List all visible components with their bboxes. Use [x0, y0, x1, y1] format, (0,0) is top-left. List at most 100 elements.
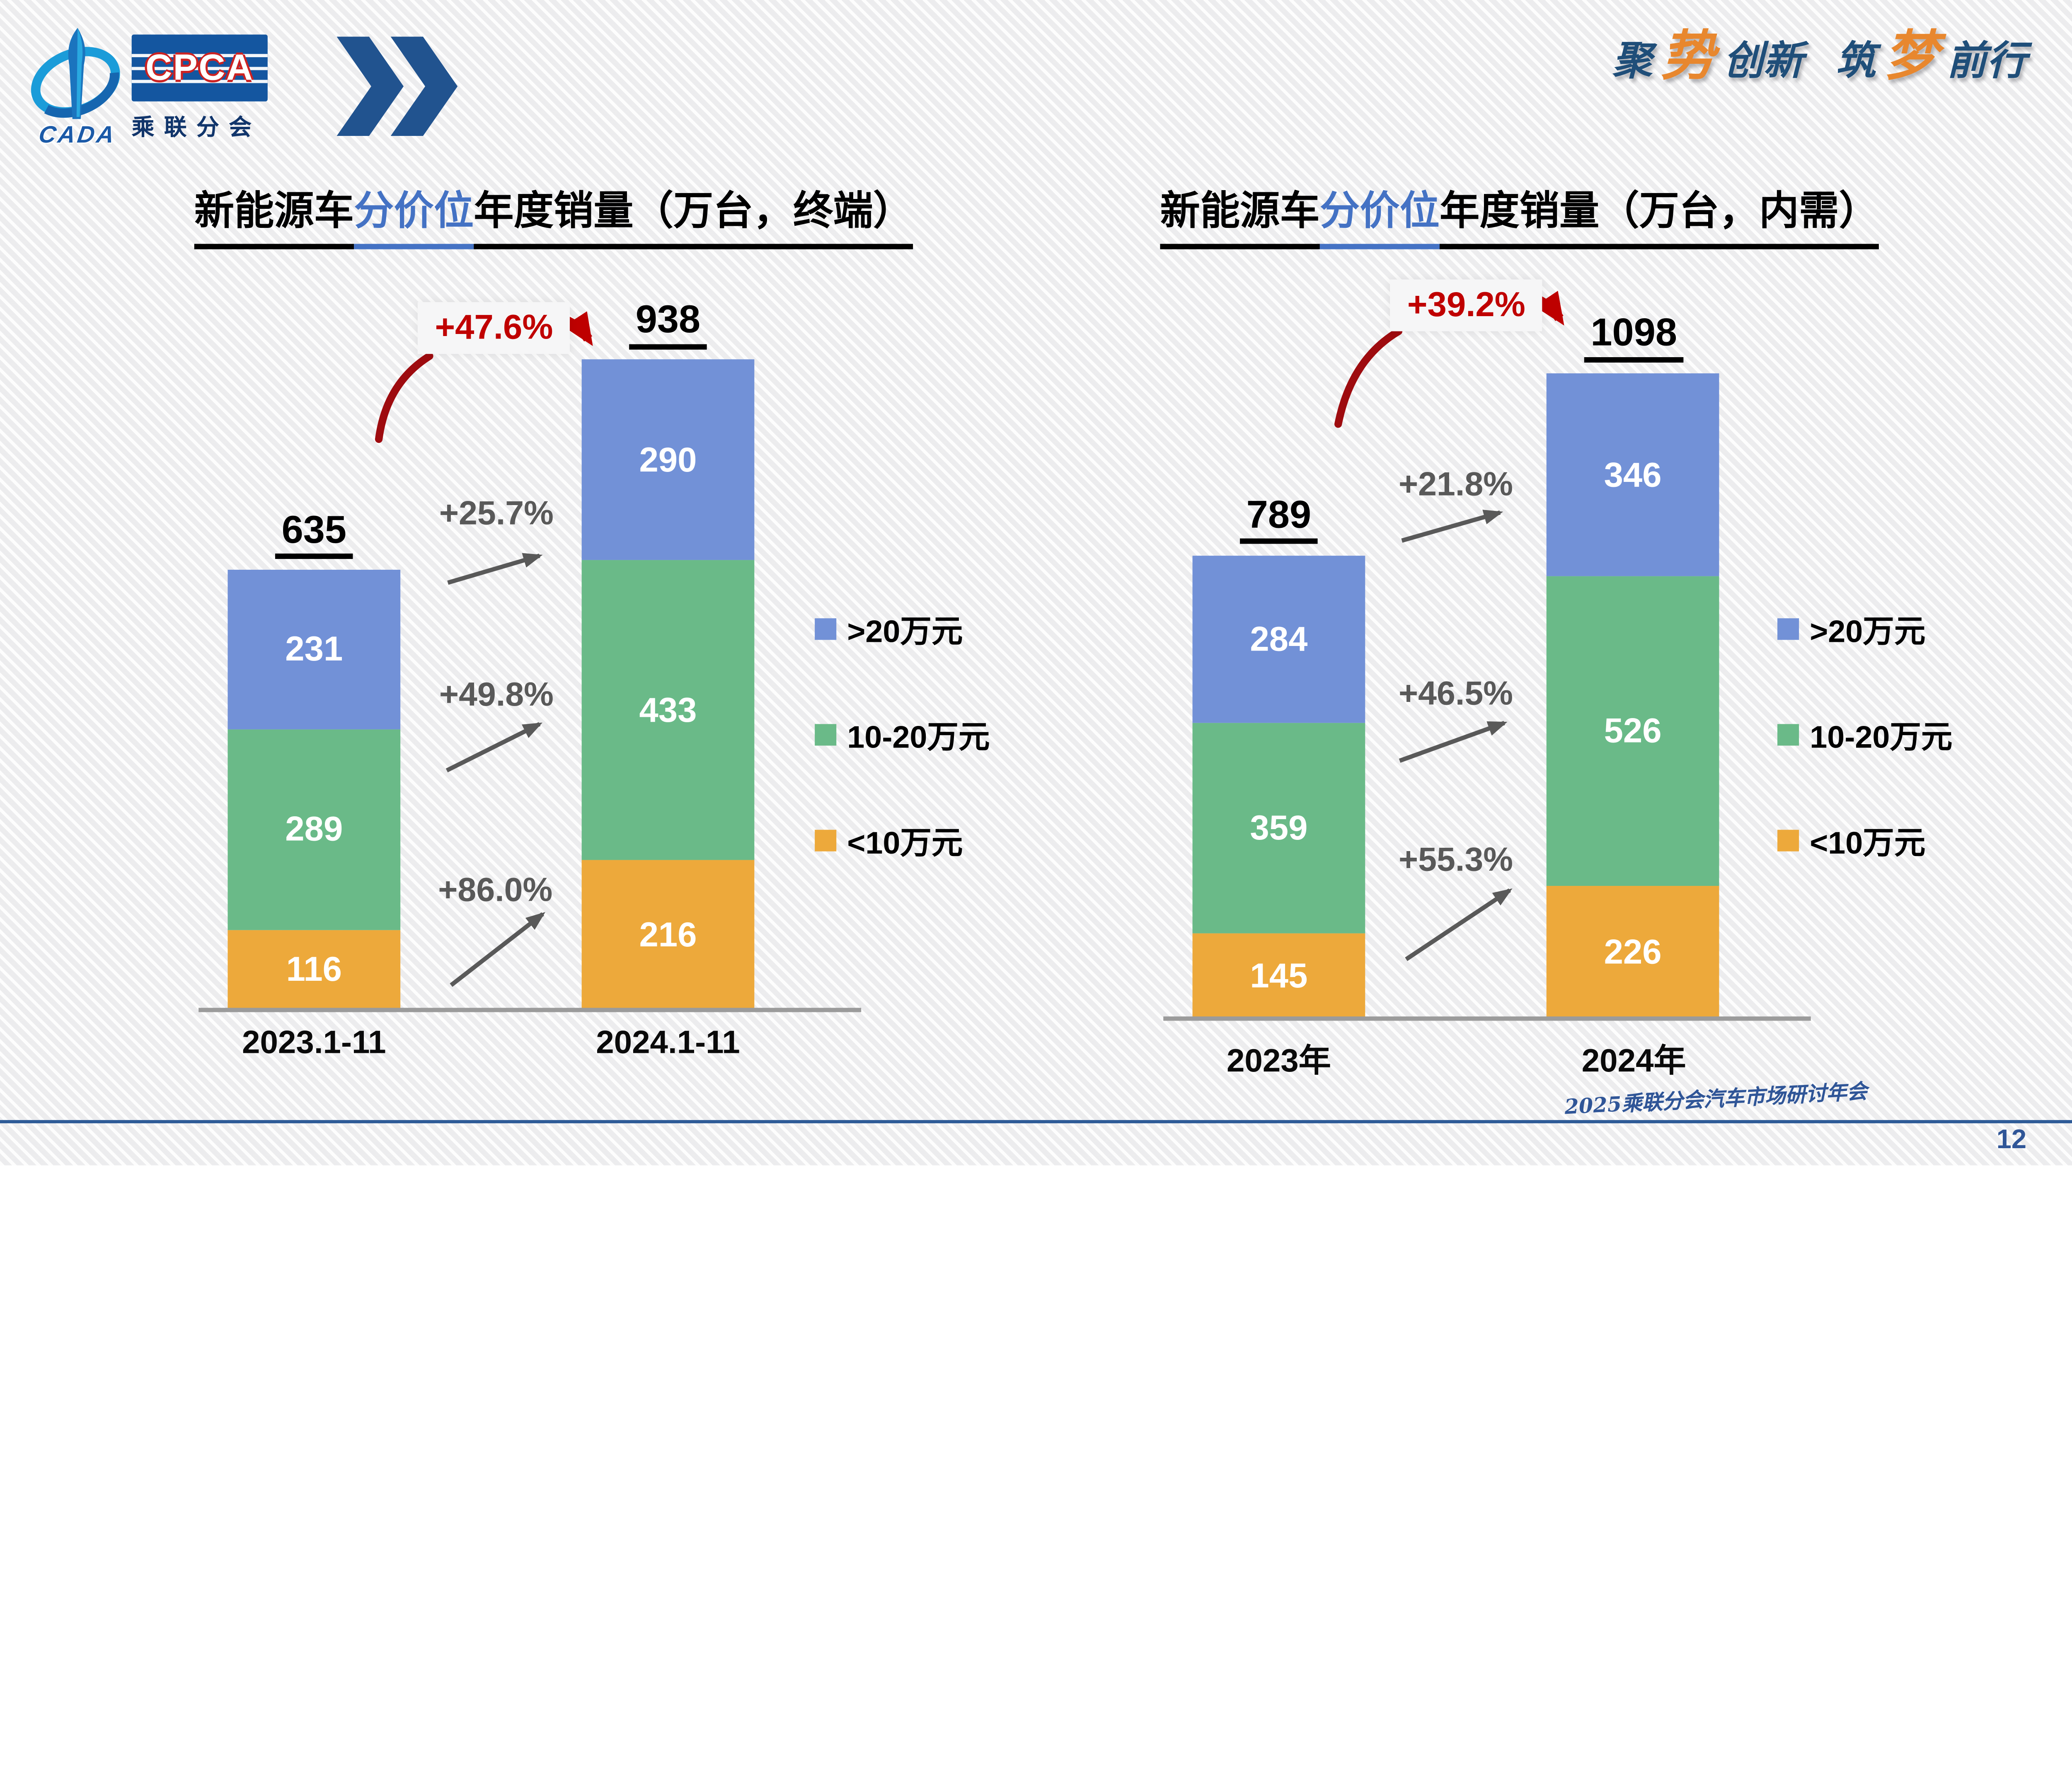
bar-segment-10-20: 359	[1192, 722, 1365, 934]
legend-swatch	[815, 830, 837, 851]
segment-value: 216	[639, 915, 697, 954]
cpca-logo: CPCA 乘联分会 CADA	[24, 22, 458, 148]
title-pre: 新能源车	[194, 178, 354, 249]
total-growth-arrow-tail-right	[1334, 327, 1403, 428]
legend-label: <10万元	[847, 826, 963, 861]
cpca-branch-name: 乘联分会	[131, 115, 261, 140]
total-growth-label: +47.6%	[417, 302, 571, 354]
title-highlight: 分价位	[1319, 178, 1440, 249]
slogan-char: 聚	[1612, 36, 1652, 85]
double-chevron-icon	[336, 36, 458, 136]
bar-total-label: 789	[1240, 493, 1318, 544]
segment-value: 226	[1604, 932, 1662, 971]
legend-swatch	[1777, 830, 1799, 851]
cpca-badge: CPCA	[131, 34, 268, 102]
legend-label: 10-20万元	[1810, 721, 1953, 755]
legend-swatch	[815, 618, 837, 640]
x-axis-label: 2024.1-11	[596, 1025, 740, 1061]
badge-line	[131, 54, 268, 58]
segment-value: 289	[285, 809, 343, 849]
segment-value: 290	[639, 440, 697, 479]
slogan-calligraphy: 聚 势 创新 筑 梦 前行	[1612, 13, 2027, 91]
segment-value: 116	[286, 950, 342, 989]
growth-arrow-lt10-left	[450, 912, 546, 987]
bar-total-label: 1098	[1584, 312, 1684, 363]
total-growth-label: +39.2%	[1390, 279, 1543, 331]
slogan-char: 前行	[1946, 36, 2027, 85]
slogan-char: 创新	[1723, 36, 1803, 85]
bar-segment-10-20: 433	[581, 560, 755, 861]
slogan-char: 筑	[1835, 36, 1876, 85]
segment-value: 284	[1250, 619, 1308, 658]
bar-segment-lt10: 216	[581, 860, 755, 1010]
badge-line	[131, 67, 268, 70]
title-pre: 新能源车	[1160, 178, 1320, 249]
legend: >20万元 10-20万元 <10万元	[1777, 607, 1952, 864]
growth-arrow-1020-left	[445, 722, 543, 773]
legend-label: <10万元	[1810, 826, 1926, 861]
bar-segment-10-20: 289	[228, 729, 401, 930]
bar-segment-gt20: 231	[228, 569, 401, 730]
bar-segment-lt10: 116	[228, 929, 401, 1010]
bar-total-label: 938	[629, 299, 707, 350]
x-axis-line	[198, 1008, 862, 1012]
bar-total-label: 635	[275, 508, 353, 559]
cada-acronym: CADA	[37, 121, 118, 148]
legend-item: <10万元	[815, 818, 990, 863]
bar-segment-gt20: 284	[1192, 555, 1365, 723]
conference-title: 2025乘联分会汽车市场研讨年会	[1564, 1079, 1868, 1120]
segment-growth-label: +86.0%	[438, 871, 553, 909]
segment-value: 231	[285, 629, 343, 668]
growth-arrow-lt10-right	[1405, 888, 1513, 961]
title-highlight: 分价位	[354, 178, 474, 249]
x-axis-label: 2024年	[1581, 1043, 1686, 1079]
title-post: 年度销量（万台，内需）	[1439, 178, 1879, 249]
segment-value: 359	[1250, 808, 1308, 847]
legend-label: >20万元	[1810, 615, 1926, 650]
bar-segment-gt20: 290	[581, 359, 755, 561]
legend-item: >20万元	[815, 607, 990, 652]
bar-segment-lt10: 145	[1192, 933, 1365, 1019]
cpca-acronym: CPCA	[145, 47, 254, 88]
segment-growth-label: +21.8%	[1398, 465, 1513, 503]
x-axis-label: 2023年	[1226, 1043, 1331, 1079]
segment-value: 145	[1250, 956, 1308, 995]
legend-swatch	[815, 724, 837, 746]
bar-segment-10-20: 526	[1546, 576, 1719, 886]
growth-arrow-gt20-left	[447, 553, 543, 585]
segment-growth-label: +25.7%	[439, 494, 554, 532]
legend-swatch	[1777, 724, 1799, 746]
stacked-bar: 231 289 116	[228, 569, 401, 1010]
footer-divider-line	[0, 1120, 2072, 1123]
segment-value: 526	[1604, 711, 1662, 750]
slide: CPCA 乘联分会 CADA 聚 势 创新 筑 梦 前行 新能源车分价位年度销量…	[0, 0, 2072, 1166]
slogan-char-accent: 势	[1661, 24, 1715, 87]
bar-segment-gt20: 346	[1546, 373, 1719, 577]
segment-growth-label: +49.8%	[439, 675, 554, 714]
total-growth-arrow-tail-left	[375, 352, 433, 443]
x-axis-line	[1163, 1016, 1811, 1021]
growth-arrow-1020-right	[1399, 721, 1508, 763]
legend-item: >20万元	[1777, 607, 1952, 652]
badge-line	[131, 80, 268, 83]
segment-growth-label: +46.5%	[1398, 674, 1513, 712]
legend-label: 10-20万元	[847, 721, 990, 755]
legend-item: <10万元	[1777, 818, 1952, 863]
title-post: 年度销量（万台，终端）	[474, 178, 913, 249]
stacked-bar: 346 526 226	[1546, 373, 1719, 1019]
segment-growth-label: +55.3%	[1398, 840, 1513, 878]
legend: >20万元 10-20万元 <10万元	[815, 607, 990, 864]
segment-value: 433	[639, 690, 697, 729]
x-axis-label: 2023.1-11	[242, 1025, 386, 1061]
right-chart-title: 新能源车分价位年度销量（万台，内需）	[1160, 178, 1879, 249]
growth-arrow-gt20-right	[1401, 510, 1503, 543]
segment-value: 346	[1604, 455, 1662, 494]
page-number: 12	[1996, 1124, 2027, 1155]
bar-segment-lt10: 226	[1546, 885, 1719, 1019]
slogan-char-accent: 梦	[1884, 24, 1939, 87]
cada-emblem-icon	[31, 28, 120, 119]
legend-swatch	[1777, 618, 1799, 640]
left-chart-title: 新能源车分价位年度销量（万台，终端）	[194, 178, 913, 249]
legend-item: 10-20万元	[815, 712, 990, 757]
legend-item: 10-20万元	[1777, 712, 1952, 757]
